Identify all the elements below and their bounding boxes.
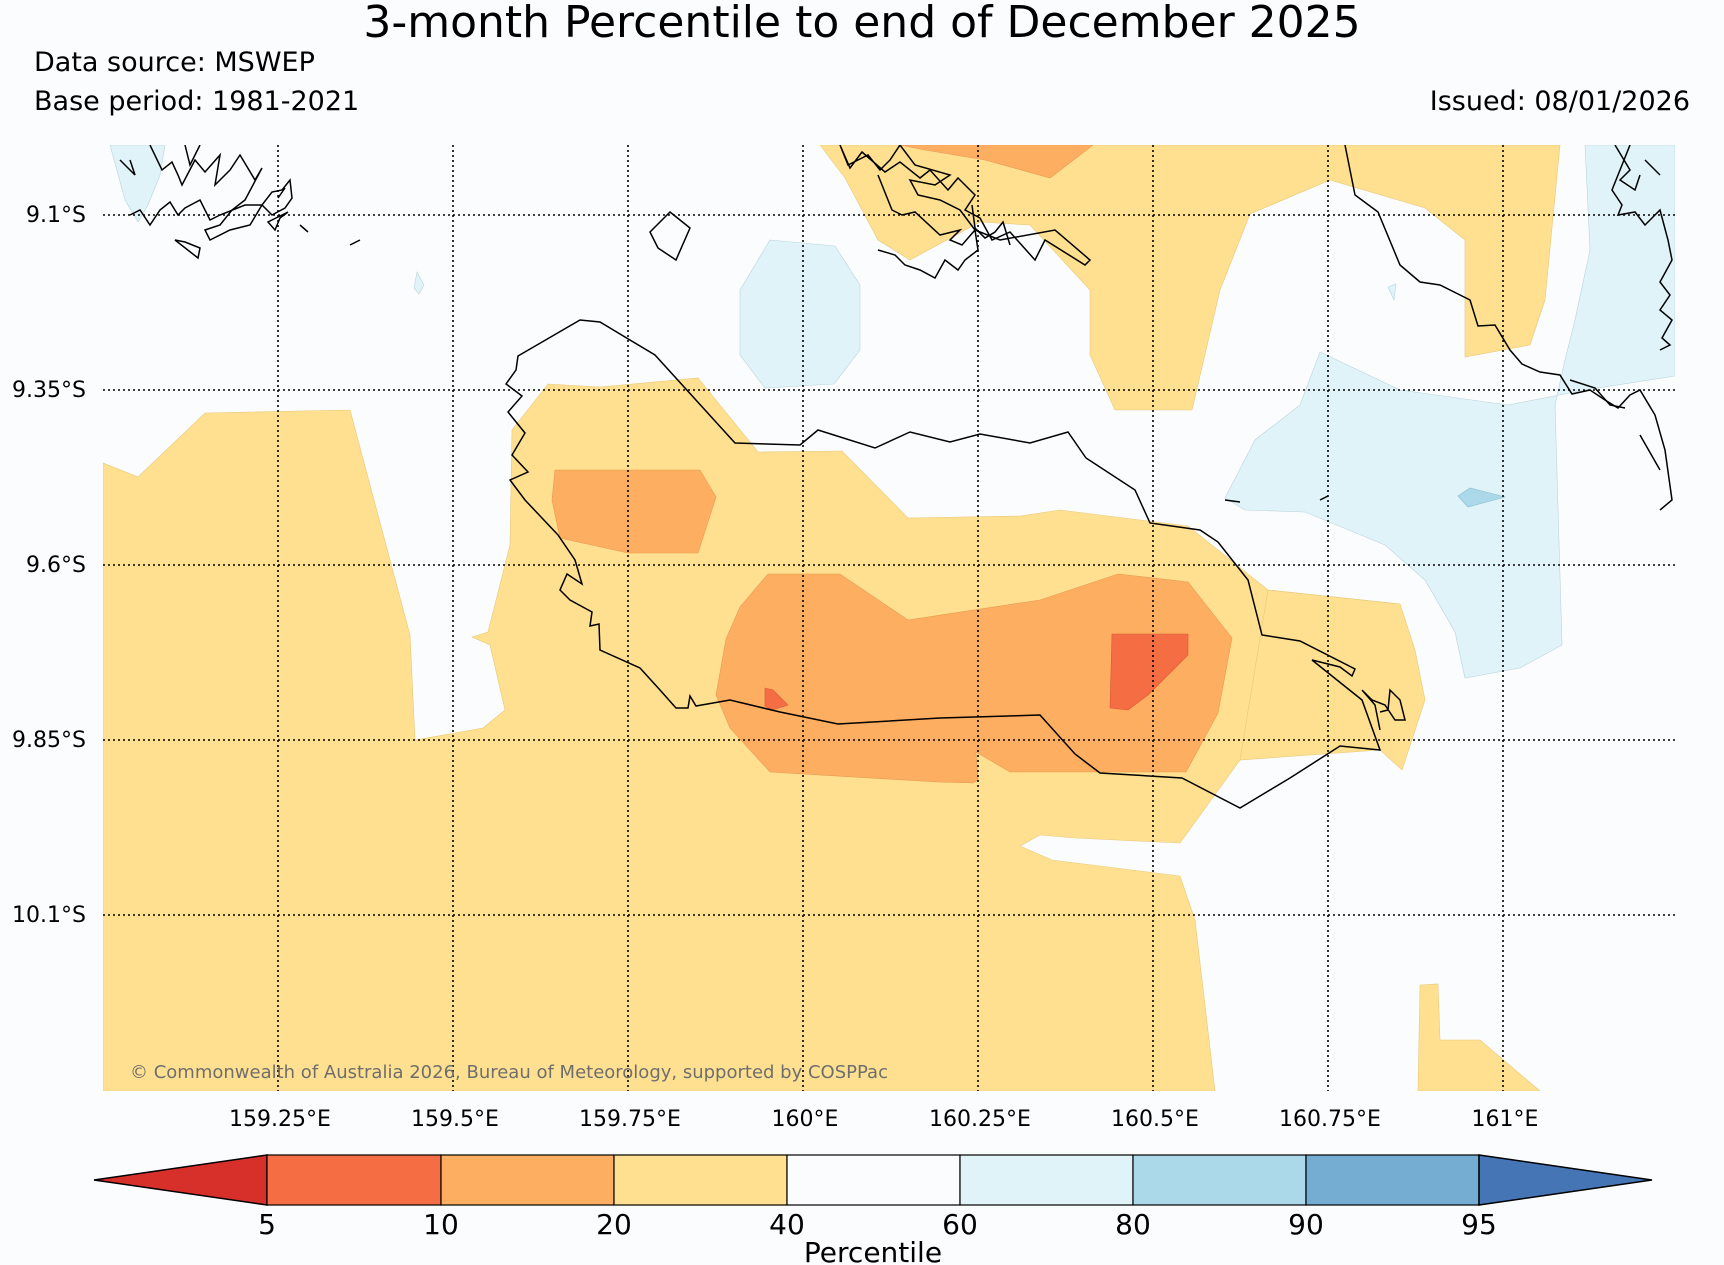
percentile-5-10-region (764, 687, 789, 711)
percentile-60-80-region (739, 239, 861, 389)
colorbar-tick-label: 5 (258, 1208, 276, 1241)
data-source-text: Data source: MSWEP (34, 47, 315, 78)
coastline-islands-nw (129, 145, 293, 242)
colorbar-segment (786, 1154, 961, 1206)
coastline-islands-nw (266, 211, 289, 232)
colorbar-segment (440, 1154, 615, 1206)
colorbar-tick-label: 20 (596, 1208, 632, 1241)
percentile-5-10-region (1109, 633, 1189, 711)
copyright-text: © Commonwealth of Australia 2026, Bureau… (130, 1062, 888, 1083)
colorbar-segment (613, 1154, 788, 1206)
colorbar-tick-label: 80 (1115, 1208, 1151, 1241)
map-area: © Commonwealth of Australia 2026, Bureau… (103, 145, 1675, 1091)
percentile-60-80-region (1387, 283, 1397, 302)
graticule-grid (103, 145, 1675, 1091)
lon-label: 161°E (1472, 1107, 1539, 1132)
coastline-east (1361, 688, 1406, 731)
coastline-east (1224, 499, 1241, 503)
colorbar-extend-high (1478, 1154, 1653, 1206)
coastline-east (1569, 379, 1661, 471)
coastline-islands-north (877, 174, 979, 280)
colorbar-tick-label: 10 (423, 1208, 459, 1241)
coastline-islands-nw (277, 187, 361, 246)
coastline-islands-nw (174, 239, 201, 260)
lat-label: 9.35°S (12, 378, 86, 403)
lon-label: 160°E (772, 1107, 839, 1132)
colorbar: 5 10 20 40 60 80 90 95 Percentile (93, 1154, 1653, 1265)
percentile-10-20-region (715, 573, 1233, 784)
coastline-islands-north (839, 145, 1092, 266)
coastline-islands-north (971, 204, 1011, 246)
colorbar-segment (1305, 1154, 1480, 1206)
colorbar-tick-label: 60 (942, 1208, 978, 1241)
lon-label: 159.5°E (411, 1107, 499, 1132)
lon-label: 159.25°E (229, 1107, 331, 1132)
percentile-20-40-region (819, 145, 1561, 411)
coastline-east (1611, 145, 1673, 351)
colorbar-tick-label: 95 (1461, 1208, 1497, 1241)
percentile-10-20-region (899, 145, 1094, 179)
lat-label: 9.1°S (26, 203, 86, 228)
coastline-main-island (504, 319, 1382, 809)
colorbar-tick-label: 90 (1288, 1208, 1324, 1241)
coastline (119, 145, 1673, 809)
lat-label: 9.6°S (26, 553, 86, 578)
lat-label: 9.85°S (12, 728, 86, 753)
percentile-60-80-region (413, 271, 425, 295)
lon-label: 160.25°E (929, 1107, 1031, 1132)
coastline-islands-nw (119, 145, 201, 176)
coastline-east (1614, 145, 1661, 192)
colorbar-segment (959, 1154, 1134, 1206)
percentile-80-90-region (1457, 487, 1507, 508)
colorbar-segment (1132, 1154, 1307, 1206)
percentile-60-80-region (1224, 145, 1675, 679)
colorbar-extend-low (93, 1154, 268, 1206)
lat-label: 10.1°S (12, 903, 86, 928)
coastline-island (649, 210, 691, 262)
map-title: 3-month Percentile to end of December 20… (363, 0, 1361, 48)
percentile-20-40-region (1417, 983, 1541, 1091)
issued-date-text: Issued: 08/01/2026 (1429, 86, 1690, 117)
colorbar-tick-label: 40 (769, 1208, 805, 1241)
lon-label: 160.75°E (1279, 1107, 1381, 1132)
base-period-text: Base period: 1981-2021 (34, 86, 360, 117)
percentile-20-40-region (1239, 589, 1426, 771)
colorbar-label: Percentile (804, 1236, 942, 1265)
lon-label: 159.75°E (579, 1107, 681, 1132)
lon-label: 160.5°E (1111, 1107, 1199, 1132)
percentile-10-20-region (551, 469, 717, 554)
coastline-main-island (1319, 495, 1329, 501)
coastline-east (1344, 145, 1673, 511)
colorbar-segment (266, 1154, 442, 1206)
